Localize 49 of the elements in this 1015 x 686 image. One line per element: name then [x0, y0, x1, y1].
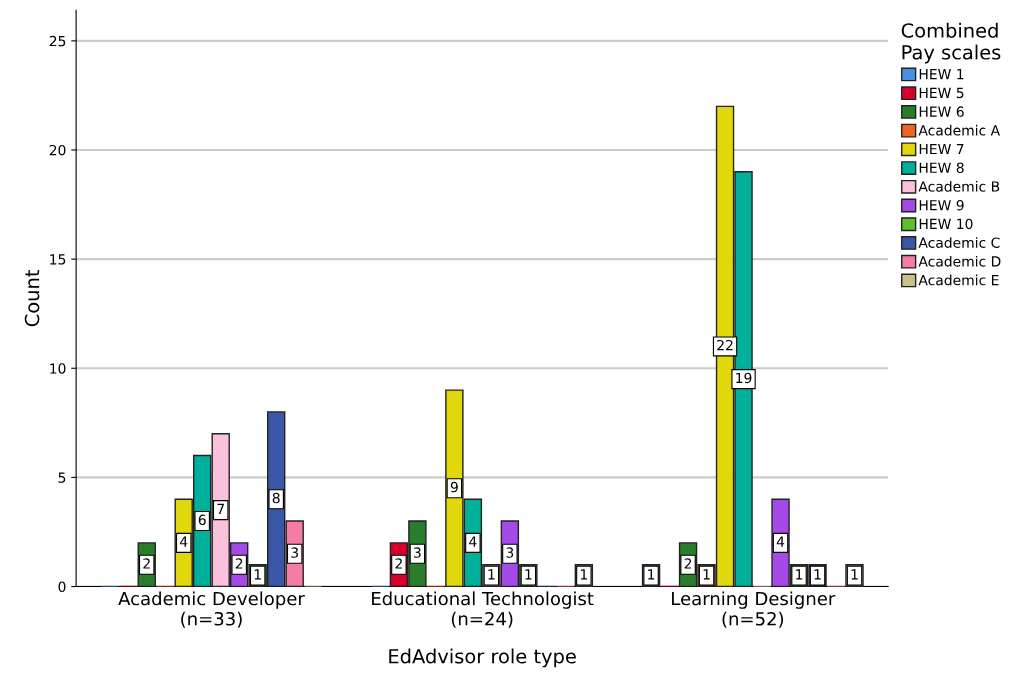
data-label: 3	[414, 547, 421, 558]
data-label: 2	[395, 558, 402, 569]
data-label: 1	[851, 569, 858, 580]
data-label: 2	[235, 558, 243, 569]
legend-label: Academic B	[918, 180, 1000, 192]
legend-label: HEW 6	[919, 106, 964, 117]
legend-label: HEW 7	[919, 143, 964, 155]
x-axis-title: EdAdvisor role type	[389, 648, 576, 668]
data-label: 22	[717, 339, 733, 351]
data-label: 1	[254, 569, 261, 580]
data-label: 8	[272, 492, 280, 504]
data-label: 2	[143, 558, 150, 569]
data-label: 2	[684, 558, 692, 569]
data-label: 6	[198, 514, 206, 526]
data-label: 1	[796, 569, 803, 580]
y-tick-label: 10	[50, 363, 66, 374]
data-label: 19	[736, 372, 752, 384]
legend-label: HEW 5	[919, 87, 964, 99]
legend-label: Academic D	[918, 255, 1001, 267]
data-label: 4	[776, 536, 785, 547]
y-tick-label: 25	[49, 35, 66, 47]
x-tick-label: Learning Designer (n=52)	[672, 591, 836, 628]
data-label: 4	[179, 536, 188, 547]
data-label: 1	[648, 569, 655, 580]
legend-title: Combined Pay scales	[901, 22, 1001, 64]
legend-label: HEW 8	[919, 162, 964, 174]
data-label: 3	[291, 547, 298, 558]
data-label: 1	[580, 569, 587, 580]
y-tick-label: 0	[58, 581, 66, 592]
data-label: 1	[703, 569, 710, 580]
data-label: 3	[506, 547, 514, 558]
y-axis-title: Count	[24, 270, 40, 327]
legend-label: HEW 10	[919, 218, 973, 230]
legend-label: Academic E	[918, 274, 999, 286]
legend-label: HEW 9	[919, 199, 964, 211]
data-label: 4	[469, 536, 477, 547]
y-tick-label: 5	[58, 472, 66, 483]
x-tick-label: Educational Technologist (n=24)	[372, 591, 594, 628]
x-tick-label: Academic Developer (n=33)	[118, 591, 305, 628]
legend-label: Academic C	[918, 237, 1000, 248]
data-label: 1	[488, 569, 495, 580]
legend-label: HEW 1	[919, 69, 964, 80]
y-tick-label: 20	[49, 144, 66, 156]
data-label: 7	[217, 503, 224, 514]
data-label: 9	[450, 481, 458, 493]
legend-label: Academic A	[918, 124, 1000, 136]
data-label: 1	[814, 569, 821, 580]
data-label: 1	[525, 569, 532, 580]
y-tick-label: 15	[50, 254, 66, 265]
